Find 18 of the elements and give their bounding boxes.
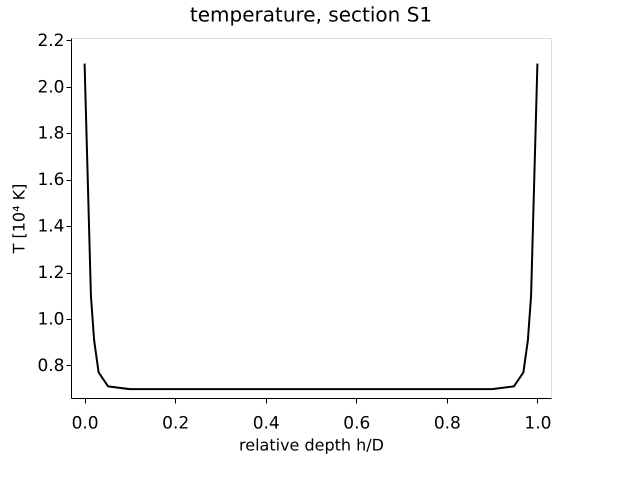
y-tick-label: 1.0: [37, 310, 64, 330]
y-tick-label: 1.6: [37, 170, 64, 190]
y-tick-label: 1.2: [37, 263, 64, 284]
x-tick-label: 0.2: [162, 414, 190, 434]
x-tick-label: 0.0: [72, 414, 99, 434]
line-series: [84, 62, 538, 390]
y-tick-label: 2.0: [37, 77, 64, 98]
x-tick-label: 0.8: [434, 414, 461, 434]
x-tick-label: 1.0: [524, 414, 552, 434]
x-axis-title: relative depth h/D: [239, 436, 384, 454]
y-axis-title: T [10⁴ K]: [9, 184, 28, 254]
y-tick-label: 0.8: [37, 356, 64, 376]
y-tick-label: 1.4: [37, 216, 64, 237]
x-tick-label: 0.4: [252, 414, 280, 434]
x-tick-label: 0.6: [343, 414, 370, 434]
chart-title: temperature, section S1: [190, 2, 432, 26]
y-tick-label: 1.8: [37, 124, 64, 144]
y-tick-label: 2.2: [37, 30, 64, 51]
